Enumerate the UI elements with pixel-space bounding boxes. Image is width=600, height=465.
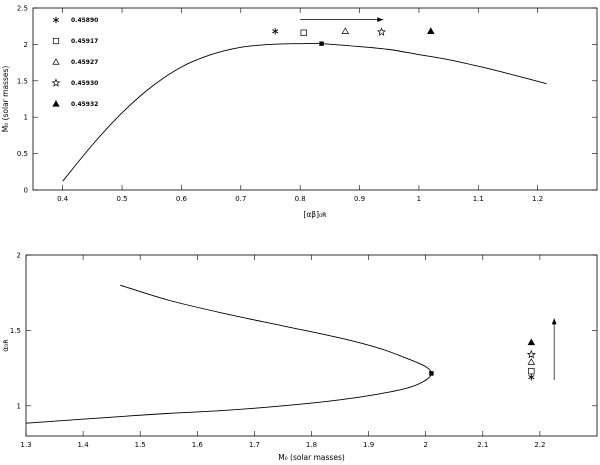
legend-label: 0.45932 bbox=[71, 101, 98, 108]
max-point-marker bbox=[319, 41, 324, 46]
marker-open-star bbox=[526, 349, 536, 359]
legend-label: 0.45930 bbox=[71, 80, 98, 87]
x-tick-label: 1.7 bbox=[249, 441, 260, 449]
x-tick-label: 2.1 bbox=[477, 441, 488, 449]
x-tick-label: 2.2 bbox=[534, 441, 545, 449]
data-curve bbox=[25, 284, 432, 424]
data-curve bbox=[62, 42, 547, 182]
marker-asterisk-stroke bbox=[272, 29, 279, 34]
x-tick-label: 1.2 bbox=[532, 195, 543, 203]
x-tick-label: 0.8 bbox=[295, 195, 306, 203]
y-tick-label: 2 bbox=[17, 252, 21, 260]
arrow-head bbox=[551, 318, 557, 325]
legend-symbol-open-triangle bbox=[52, 58, 60, 65]
legend-symbol-open-star bbox=[51, 78, 61, 87]
y-tick-label: 1 bbox=[17, 402, 21, 410]
bottom-panel: 1.3 1.4 1.5 1.6 1.7 1.8 1.9 2 2.1 2.2 1 1.5 2 M₀ (sol… bbox=[1, 252, 598, 462]
y-tick-label: 1.5 bbox=[10, 327, 21, 335]
x-tick-label: 1 bbox=[417, 195, 421, 203]
x-tick-label: 0.9 bbox=[354, 195, 365, 203]
legend-label: 0.45917 bbox=[71, 38, 98, 45]
marker-asterisk bbox=[528, 373, 535, 381]
y-tick-label: 0.5 bbox=[17, 150, 28, 158]
x-axis-label: [αβ]₀ʀ bbox=[303, 210, 327, 219]
x-tick-label: 1.4 bbox=[78, 441, 90, 449]
x-tick-label: 0.4 bbox=[57, 195, 69, 203]
legend-label: 0.45890 bbox=[71, 17, 98, 24]
y-tick-label: 0 bbox=[24, 187, 28, 195]
x-tick-label: 0.5 bbox=[116, 195, 127, 203]
y-axis-label: M₀ (solar masses) bbox=[1, 66, 10, 133]
x-tick-label: 0.6 bbox=[176, 195, 188, 203]
legend-label: 0.45927 bbox=[71, 59, 98, 66]
marker-asterisk-stroke bbox=[528, 375, 535, 380]
arrow-head bbox=[377, 17, 384, 23]
marker-filled-triangle bbox=[527, 338, 536, 346]
marker-asterisk bbox=[272, 27, 279, 35]
marker-open-square bbox=[528, 367, 535, 375]
legend-symbol-open-square bbox=[52, 37, 60, 45]
legend-symbol-asterisk bbox=[53, 16, 59, 24]
x-tick-label: 1.9 bbox=[363, 441, 374, 449]
x-tick-label: 1.6 bbox=[192, 441, 204, 449]
legend-symbol-asterisk-stroke bbox=[53, 18, 59, 22]
y-tick-label: 2.5 bbox=[17, 5, 28, 13]
marker-open-square bbox=[300, 29, 307, 36]
plot-frame bbox=[25, 254, 598, 437]
marker-open-triangle bbox=[527, 358, 536, 365]
top-panel: 0.4 0.5 0.6 0.7 0.8 0.9 1 1.1 1.2 0 0.5 1 1.5 2 2.5 [αβ… bbox=[1, 5, 598, 219]
x-tick-label: 1.8 bbox=[306, 441, 317, 449]
y-axis-label: α₀ʀ bbox=[1, 339, 10, 352]
x-tick-label: 1.3 bbox=[20, 441, 31, 449]
x-axis-label: M₀ (solar masses) bbox=[278, 453, 345, 462]
marker-open-triangle bbox=[341, 27, 350, 34]
x-tick-label: 1.1 bbox=[473, 195, 484, 203]
max-point-marker bbox=[429, 371, 434, 376]
y-tick-label: 2 bbox=[24, 41, 28, 49]
marker-filled-triangle bbox=[427, 27, 435, 34]
marker-open-star bbox=[376, 27, 387, 36]
y-tick-label: 1 bbox=[24, 114, 28, 122]
y-tick-label: 1.5 bbox=[17, 77, 28, 85]
legend-symbol-filled-triangle bbox=[52, 100, 60, 107]
plot-frame bbox=[32, 7, 598, 191]
x-tick-label: 0.7 bbox=[235, 195, 246, 203]
x-tick-label: 2 bbox=[423, 441, 427, 449]
x-tick-label: 1.5 bbox=[135, 441, 146, 449]
